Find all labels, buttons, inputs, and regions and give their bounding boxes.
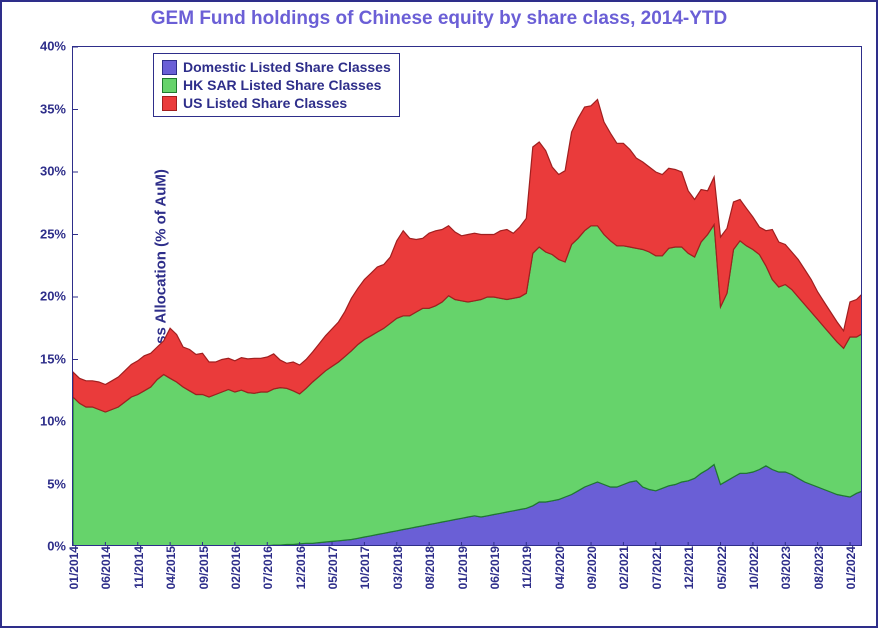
xtick-label: 12/2021 (678, 546, 696, 589)
ytick-label: 10% (40, 414, 72, 429)
xtick-label: 02/2021 (613, 546, 631, 589)
ytick-label: 20% (40, 289, 72, 304)
legend-item: Domestic Listed Share Classes (162, 58, 391, 76)
legend-swatch (162, 78, 177, 93)
xtick-label: 03/2023 (775, 546, 793, 589)
xtick-label: 11/2019 (516, 546, 534, 589)
xtick-label: 03/2018 (387, 546, 405, 589)
xtick-label: 10/2022 (743, 546, 761, 589)
xtick-label: 11/2014 (128, 546, 146, 589)
xtick-label: 05/2022 (711, 546, 729, 589)
xtick-label: 07/2021 (646, 546, 664, 589)
legend-swatch (162, 60, 177, 75)
area-svg (73, 47, 862, 546)
xtick-label: 01/2019 (452, 546, 470, 589)
xtick-label: 06/2014 (95, 546, 113, 589)
xtick-label: 09/2020 (581, 546, 599, 589)
legend-label: US Listed Share Classes (183, 95, 347, 111)
ytick-label: 25% (40, 226, 72, 241)
legend-swatch (162, 96, 177, 111)
xtick-label: 02/2016 (225, 546, 243, 589)
xtick-label: 08/2023 (808, 546, 826, 589)
legend-item: US Listed Share Classes (162, 94, 391, 112)
xtick-label: 04/2015 (160, 546, 178, 589)
xtick-label: 10/2017 (354, 546, 372, 589)
ytick-label: 35% (40, 101, 72, 116)
xtick-label: 01/2014 (63, 546, 81, 589)
xtick-label: 08/2018 (419, 546, 437, 589)
ytick-label: 5% (47, 476, 72, 491)
ytick-label: 40% (40, 39, 72, 54)
xtick-label: 01/2024 (840, 546, 858, 589)
plot-area: Domestic Listed Share Classes HK SAR List… (72, 46, 862, 546)
xtick-label: 12/2016 (290, 546, 308, 589)
xtick-label: 05/2017 (322, 546, 340, 589)
xtick-label: 09/2015 (193, 546, 211, 589)
chart-frame: GEM Fund holdings of Chinese equity by s… (0, 0, 878, 628)
legend-item: HK SAR Listed Share Classes (162, 76, 391, 94)
legend: Domestic Listed Share Classes HK SAR List… (153, 53, 400, 117)
ytick-label: 15% (40, 351, 72, 366)
xtick-label: 04/2020 (549, 546, 567, 589)
xtick-label: 06/2019 (484, 546, 502, 589)
ytick-label: 30% (40, 164, 72, 179)
legend-label: HK SAR Listed Share Classes (183, 77, 381, 93)
plot-border: Domestic Listed Share Classes HK SAR List… (72, 46, 862, 546)
chart-title: GEM Fund holdings of Chinese equity by s… (2, 2, 876, 32)
legend-label: Domestic Listed Share Classes (183, 59, 391, 75)
xtick-label: 07/2016 (257, 546, 275, 589)
